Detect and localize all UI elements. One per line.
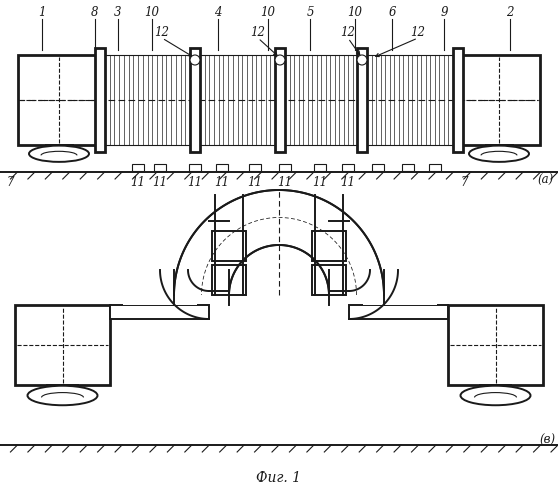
Bar <box>95 48 105 152</box>
Text: 11: 11 <box>277 176 292 188</box>
Bar <box>349 305 448 319</box>
Wedge shape <box>174 190 384 295</box>
Text: 11: 11 <box>248 176 262 188</box>
Text: (а): (а) <box>538 174 554 186</box>
Text: 11: 11 <box>312 176 328 188</box>
Text: Фиг. 1: Фиг. 1 <box>257 471 301 485</box>
Bar <box>154 164 166 171</box>
Bar <box>312 231 346 261</box>
Text: 8: 8 <box>92 6 99 18</box>
Ellipse shape <box>460 386 531 405</box>
Bar <box>402 164 414 171</box>
Text: 11: 11 <box>340 176 355 188</box>
Text: 6: 6 <box>388 6 396 18</box>
Text: 10: 10 <box>348 6 363 18</box>
Bar <box>212 231 246 261</box>
Circle shape <box>275 55 285 65</box>
Text: 10: 10 <box>261 6 276 18</box>
Bar <box>110 305 209 319</box>
Bar <box>367 55 453 145</box>
Text: 5: 5 <box>306 6 314 18</box>
Text: (в): (в) <box>540 434 556 446</box>
Bar <box>216 164 228 171</box>
Bar <box>212 265 246 295</box>
Ellipse shape <box>29 146 89 162</box>
Bar <box>458 55 540 145</box>
Bar <box>279 164 291 171</box>
Ellipse shape <box>469 146 529 162</box>
Bar <box>342 164 354 171</box>
Ellipse shape <box>27 386 98 405</box>
Bar <box>275 48 285 152</box>
Bar <box>312 265 346 295</box>
Bar <box>47 385 78 396</box>
Circle shape <box>357 55 367 65</box>
Bar <box>372 164 384 171</box>
Text: 12: 12 <box>155 26 170 38</box>
Text: 11: 11 <box>131 176 146 188</box>
Bar <box>200 55 275 145</box>
Bar <box>15 305 110 385</box>
Text: 11: 11 <box>152 176 167 188</box>
Text: 1: 1 <box>39 6 46 18</box>
Text: 12: 12 <box>340 26 355 38</box>
Bar <box>285 55 357 145</box>
Circle shape <box>190 55 200 65</box>
Bar <box>429 164 441 171</box>
Bar <box>363 221 437 305</box>
Bar <box>105 55 190 145</box>
Text: 4: 4 <box>214 6 222 18</box>
Bar <box>123 221 197 305</box>
Text: 11: 11 <box>214 176 229 188</box>
Text: 7: 7 <box>460 176 468 188</box>
Bar <box>190 48 200 152</box>
Text: 9: 9 <box>440 6 448 18</box>
Bar <box>485 145 512 154</box>
Bar <box>189 164 201 171</box>
Bar <box>480 385 511 396</box>
Bar <box>132 164 144 171</box>
Bar <box>18 55 100 145</box>
Bar <box>453 48 463 152</box>
Text: 12: 12 <box>251 26 266 38</box>
Bar <box>249 164 261 171</box>
Bar <box>46 145 73 154</box>
Text: 7: 7 <box>6 176 14 188</box>
Bar <box>448 305 543 385</box>
Text: 11: 11 <box>187 176 203 188</box>
Text: 3: 3 <box>114 6 122 18</box>
Bar <box>357 48 367 152</box>
Bar <box>314 164 326 171</box>
Text: 10: 10 <box>145 6 160 18</box>
Text: 12: 12 <box>411 26 426 38</box>
Text: 2: 2 <box>506 6 514 18</box>
